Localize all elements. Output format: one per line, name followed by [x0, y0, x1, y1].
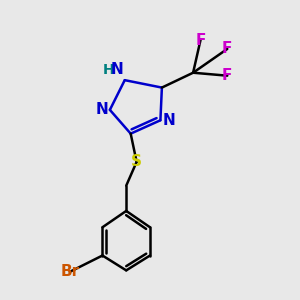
Text: F: F: [195, 32, 206, 47]
Text: N: N: [162, 113, 175, 128]
Text: N: N: [111, 62, 124, 77]
Text: F: F: [222, 68, 232, 83]
Text: S: S: [131, 154, 142, 169]
Text: Br: Br: [60, 264, 79, 279]
Text: H: H: [103, 63, 114, 77]
Text: F: F: [222, 41, 232, 56]
Text: N: N: [95, 102, 108, 117]
